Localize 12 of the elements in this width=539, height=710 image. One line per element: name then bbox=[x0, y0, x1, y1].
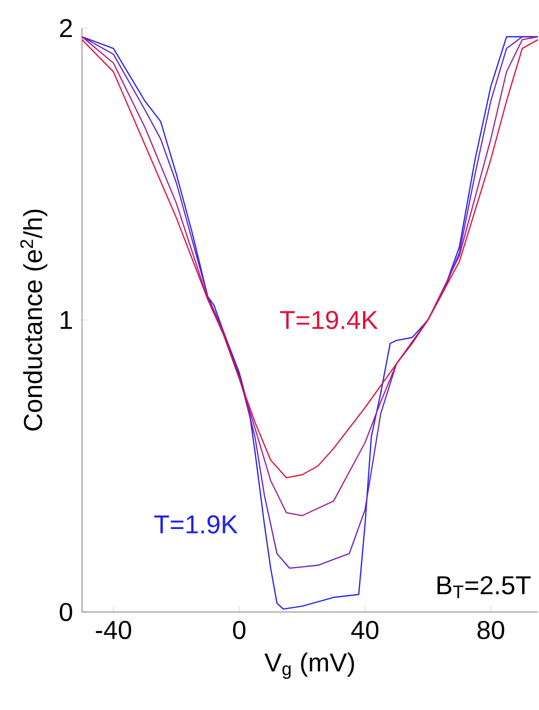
y-tick-label: 0 bbox=[60, 602, 72, 622]
x-axis-title: V$_{g}$ (mV) bbox=[264, 652, 354, 679]
x-tick-label: 0 bbox=[233, 620, 246, 640]
x-tick-label: 80 bbox=[478, 620, 504, 640]
annotation: B$_{T}$=2.5T bbox=[438, 576, 531, 598]
y-tick-label: 2 bbox=[60, 18, 72, 38]
x-tick-label: 40 bbox=[351, 620, 379, 640]
series-label: T=19.4K bbox=[280, 310, 378, 330]
y-tick-label: 1 bbox=[60, 311, 72, 329]
y-axis-title: Conductance (e$^{2}$/h) bbox=[20, 210, 48, 431]
series-label: T=1.9K bbox=[154, 515, 238, 534]
x-tick-label: -40 bbox=[96, 620, 132, 640]
